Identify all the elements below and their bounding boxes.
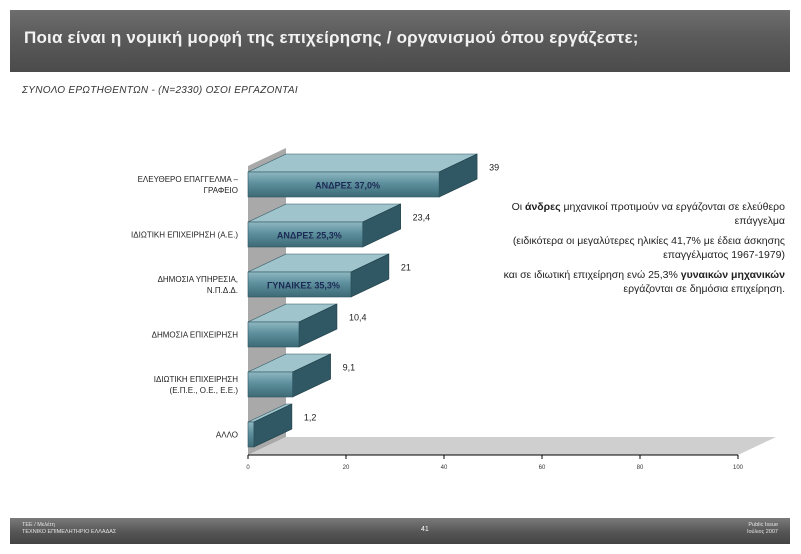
footer-right-line: Ιούλιος 2007	[746, 529, 778, 535]
footer-left: ΤΕΕ / Μελέτη ΤΕΧΝΙΚΟ ΕΠΙΜΕΛΗΤΗΡΙΟ ΕΛΛΑΔΑ…	[22, 522, 116, 536]
note-bold: γυναικών μηχανικών	[680, 269, 785, 281]
commentary-text: Οι άνδρες μηχανικοί προτιμούν να εργάζον…	[500, 200, 785, 302]
x-tick-label: 100	[733, 465, 744, 471]
footer-right: Public Issue Ιούλιος 2007	[747, 522, 778, 536]
commentary-paragraph-3: και σε ιδιωτική επιχείρηση ενώ 25,3% γυν…	[500, 268, 785, 296]
category-label: ΕΛΕΥΘΕΡΟ ΕΠΑΓΓΕΛΜΑ –	[138, 175, 239, 184]
bar	[247, 271, 352, 298]
chart-subtitle: ΣΥΝΟΛΟ ΕΡΩΤΗΘΕΝΤΩΝ - (N=2330) ΟΣΟΙ ΕΡΓΑΖ…	[22, 85, 298, 96]
bar	[247, 171, 440, 198]
category-label: ΓΡΑΦΕΙΟ	[204, 186, 238, 195]
category-label: Ν.Π.Δ.Δ.	[207, 286, 238, 295]
category-label: ΔΗΜΟΣΙΑ ΕΠΙΧΕΙΡΗΣΗ	[152, 331, 239, 340]
bar-value-label: 9,1	[343, 363, 356, 373]
footer-bar: ΤΕΕ / Μελέτη ΤΕΧΝΙΚΟ ΕΠΙΜΕΛΗΤΗΡΙΟ ΕΛΛΑΔΑ…	[10, 518, 790, 544]
note-text: Οι	[511, 201, 525, 213]
page-title: Ποια είναι η νομική μορφή της επιχείρηση…	[24, 28, 639, 47]
bar-value-label: 23,4	[413, 213, 431, 223]
x-tick-label: 80	[637, 465, 644, 471]
bar-annotation: ΑΝΔΡΕΣ 25,3%	[277, 231, 342, 241]
bar	[247, 321, 300, 348]
category-label: ΙΔΙΩΤΙΚΗ ΕΠΙΧΕΙΡΗΣΗ (Α.Ε.)	[131, 231, 238, 240]
category-label: (Ε.Π.Ε., Ο.Ε., Ε.Ε.)	[170, 386, 239, 395]
bar	[247, 421, 255, 448]
x-tick-label: 60	[539, 465, 546, 471]
x-tick-label: 40	[441, 465, 448, 471]
commentary-paragraph-1: Οι άνδρες μηχανικοί προτιμούν να εργάζον…	[500, 200, 785, 228]
title-bar: Ποια είναι η νομική μορφή της επιχείρηση…	[10, 10, 790, 72]
bar-value-label: 10,4	[349, 313, 367, 323]
x-tick-label: 20	[343, 465, 350, 471]
bar-value-label: 21	[401, 263, 411, 273]
bar-annotation: ΑΝΔΡΕΣ 37,0%	[315, 181, 380, 191]
bar-value-label: 39	[489, 163, 499, 173]
commentary-paragraph-2: (ειδικότερα οι μεγαλύτερες ηλικίες 41,7%…	[512, 235, 785, 261]
note-text: μηχανικοί προτιμούν να εργάζονται σε ελε…	[560, 201, 786, 227]
bar-value-label: 1,2	[304, 413, 317, 423]
chart-floor	[248, 437, 776, 455]
footer-left-line: ΤΕΕ / Μελέτη	[22, 522, 55, 528]
note-text: και σε ιδιωτική επιχείρηση ενώ 25,3%	[503, 269, 681, 281]
category-label: ΙΔΙΩΤΙΚΗ ΕΠΙΧΕΙΡΗΣΗ	[154, 375, 239, 384]
category-label: ΑΛΛΟ	[216, 431, 238, 440]
footer-right-line: Public Issue	[748, 522, 778, 528]
x-tick-label: 0	[246, 465, 250, 471]
note-text: εργάζονται σε δημόσια επιχείρηση.	[623, 283, 785, 295]
page-number: 41	[421, 526, 429, 533]
category-label: ΔΗΜΟΣΙΑ ΥΠΗΡΕΣΙΑ,	[158, 275, 238, 284]
bar	[247, 371, 293, 398]
footer-left-line: ΤΕΧΝΙΚΟ ΕΠΙΜΕΛΗΤΗΡΙΟ ΕΛΛΑΔΑΣ	[22, 529, 117, 535]
bar	[247, 221, 363, 248]
note-bold: άνδρες	[524, 201, 561, 213]
bar-top-face	[247, 153, 478, 173]
bar-annotation: ΓΥΝΑΙΚΕΣ 35,3%	[267, 281, 340, 291]
